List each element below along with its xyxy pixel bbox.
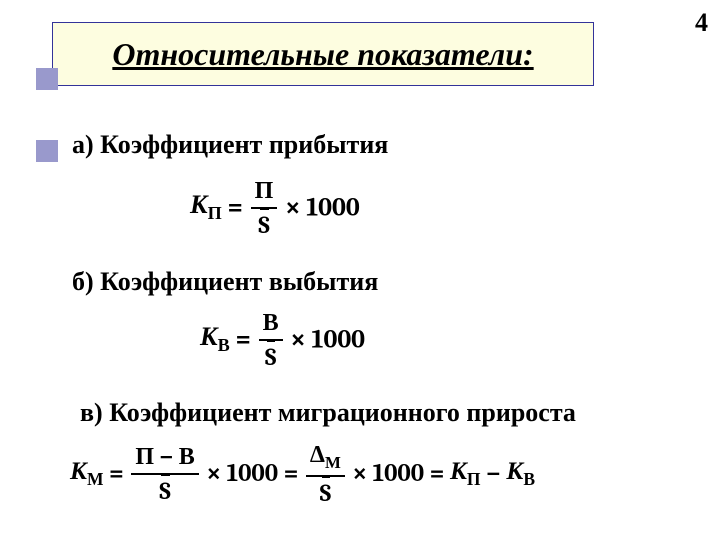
var-k: К xyxy=(200,322,218,352)
fraction: В S xyxy=(259,308,283,371)
bullet-marker xyxy=(36,140,58,162)
rhs-term-2: КВ xyxy=(506,457,535,486)
lhs: КВ xyxy=(200,322,236,352)
page-number: 4 xyxy=(695,8,708,38)
section-v-label: в) Коэффициент миграционного прироста xyxy=(80,398,576,428)
s-bar: S xyxy=(320,479,331,507)
rhs-term-1: КП xyxy=(450,457,486,486)
denominator: S xyxy=(251,209,278,239)
equals: = xyxy=(236,325,251,355)
var-k: К xyxy=(70,457,87,486)
sub-m: М xyxy=(87,470,104,490)
denominator: S xyxy=(259,341,283,371)
var-k: К xyxy=(190,190,208,220)
equals-2: = xyxy=(284,459,299,488)
sub-v: В xyxy=(523,470,535,490)
numerator: П − В xyxy=(131,442,198,475)
delta: Δ xyxy=(310,440,325,468)
const-1000: 1000 xyxy=(306,193,359,223)
equals-3: = xyxy=(430,459,445,488)
title-box: Относительные показатели: xyxy=(52,22,594,86)
bullet-marker xyxy=(36,68,58,90)
s-bar: S xyxy=(159,477,170,505)
const-1000: 1000 xyxy=(312,325,365,355)
equals: = xyxy=(228,193,243,223)
sub-p: П xyxy=(467,470,481,490)
sub-v: В xyxy=(218,336,230,357)
title-text: Относительные показатели: xyxy=(112,36,533,73)
fraction-1: П − В S xyxy=(131,442,198,505)
formula-a: КП = П S × 1000 xyxy=(190,176,360,239)
mult: × xyxy=(206,459,221,488)
var-k: К xyxy=(450,457,467,486)
equals: = xyxy=(109,459,124,488)
denominator: S xyxy=(131,475,198,505)
lhs: КП xyxy=(190,190,228,220)
denominator: S xyxy=(306,477,345,507)
var-k: К xyxy=(506,457,523,486)
numerator: В xyxy=(259,308,283,341)
section-a-label: а) Коэффициент прибытия xyxy=(72,130,388,160)
minus: − xyxy=(486,459,501,488)
s-bar: S xyxy=(258,211,269,239)
fraction-2: ΔМ S xyxy=(306,440,345,507)
numerator: ΔМ xyxy=(306,440,345,477)
sub-m: М xyxy=(325,454,341,473)
const-1000-2: 1000 xyxy=(373,459,424,488)
sub-p: П xyxy=(208,204,222,225)
s-bar: S xyxy=(265,343,276,371)
formula-b: КВ = В S × 1000 xyxy=(200,308,365,371)
section-b-label: б) Коэффициент выбытия xyxy=(72,267,378,297)
mult: × xyxy=(290,325,305,355)
mult: × xyxy=(285,193,300,223)
fraction: П S xyxy=(251,176,278,239)
numerator: П xyxy=(251,176,278,209)
lhs: КМ xyxy=(70,457,109,486)
mult-2: × xyxy=(352,459,367,488)
formula-v: КМ = П − В S × 1000 = ΔМ S × 1000 = КП −… xyxy=(70,440,535,507)
const-1000: 1000 xyxy=(227,459,278,488)
